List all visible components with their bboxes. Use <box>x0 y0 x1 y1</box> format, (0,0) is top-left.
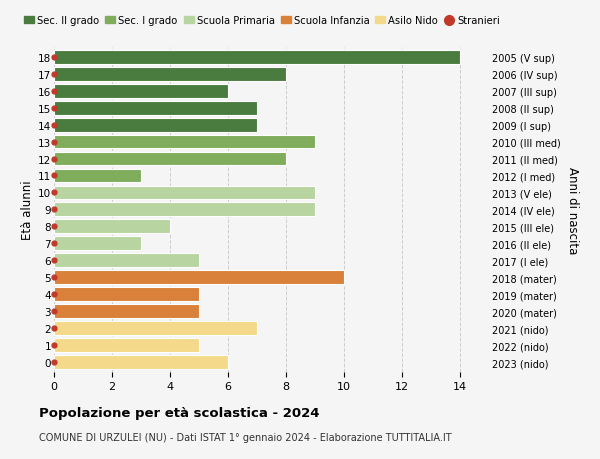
Text: COMUNE DI URZULEI (NU) - Dati ISTAT 1° gennaio 2024 - Elaborazione TUTTITALIA.IT: COMUNE DI URZULEI (NU) - Dati ISTAT 1° g… <box>39 432 452 442</box>
Bar <box>54 67 286 81</box>
Bar <box>54 152 286 166</box>
Bar <box>54 322 257 336</box>
Bar <box>54 339 199 353</box>
Legend: Sec. II grado, Sec. I grado, Scuola Primaria, Scuola Infanzia, Asilo Nido, Stran: Sec. II grado, Sec. I grado, Scuola Prim… <box>24 16 500 26</box>
Bar <box>54 356 228 369</box>
Bar <box>54 288 199 302</box>
Bar <box>54 220 170 234</box>
Bar <box>54 50 460 64</box>
Y-axis label: Anni di nascita: Anni di nascita <box>566 167 579 253</box>
Bar <box>54 254 199 268</box>
Bar <box>54 169 141 183</box>
Y-axis label: Età alunni: Età alunni <box>21 180 34 240</box>
Text: Popolazione per età scolastica - 2024: Popolazione per età scolastica - 2024 <box>39 406 320 419</box>
Bar <box>54 186 315 200</box>
Bar <box>54 84 228 98</box>
Bar <box>54 101 257 115</box>
Bar <box>54 271 344 285</box>
Bar <box>54 203 315 217</box>
Bar <box>54 305 199 319</box>
Bar <box>54 135 315 149</box>
Bar <box>54 237 141 251</box>
Bar <box>54 118 257 132</box>
